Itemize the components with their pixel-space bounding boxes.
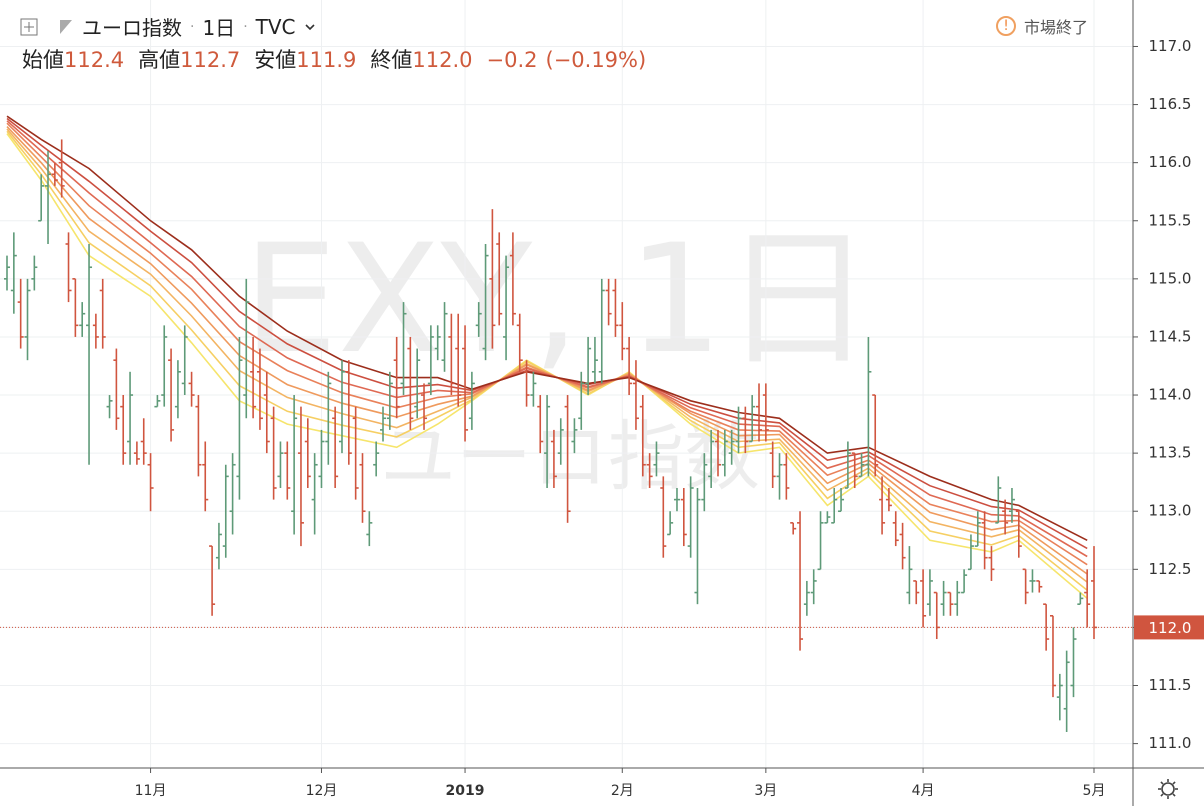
x-tick-label: 11月 bbox=[135, 783, 167, 799]
watermark-sub: ユーロ指数 bbox=[380, 412, 760, 501]
y-tick-label: 111.0 bbox=[1149, 734, 1192, 752]
market-status: ! 市場終了 bbox=[996, 14, 1088, 38]
legend-label: 始値 bbox=[22, 48, 64, 72]
y-tick-label: 116.0 bbox=[1149, 153, 1192, 171]
gear-ring bbox=[1161, 782, 1175, 796]
y-tick-label: 111.5 bbox=[1149, 676, 1192, 694]
flag-icon bbox=[60, 19, 72, 34]
legend-value: 112.7 bbox=[180, 48, 241, 72]
legend-value: 111.9 bbox=[296, 48, 357, 72]
x-tick-label: 2019 bbox=[446, 783, 485, 799]
symbol: ユーロ指数 bbox=[82, 16, 182, 40]
y-tick-label: 115.0 bbox=[1149, 269, 1192, 287]
legend-label: 終値 bbox=[370, 48, 413, 72]
y-tick-label: 113.0 bbox=[1149, 502, 1192, 520]
legend-label: 高値 bbox=[138, 48, 181, 72]
y-tick-label: 116.5 bbox=[1149, 95, 1192, 113]
x-tick-label: 3月 bbox=[754, 783, 777, 799]
gear-tooth bbox=[1172, 781, 1176, 785]
y-tick-label: 114.5 bbox=[1149, 327, 1192, 345]
warning-icon[interactable]: ! bbox=[996, 16, 1016, 36]
ohlc-legend: 始値112.4 高値112.7 安値111.9 終値112.0 −0.2 (−0.19%) bbox=[22, 44, 660, 74]
x-tick-label: 12月 bbox=[306, 783, 338, 799]
gear-tooth bbox=[1160, 781, 1164, 785]
gear-tooth bbox=[1160, 793, 1164, 797]
interval[interactable]: 1日 bbox=[202, 16, 236, 40]
legend-label: 安値 bbox=[254, 48, 297, 72]
gear-tooth bbox=[1172, 793, 1176, 797]
settings-icon[interactable] bbox=[1158, 779, 1178, 799]
x-tick-label: 5月 bbox=[1083, 783, 1106, 799]
y-tick-label: 114.0 bbox=[1149, 386, 1192, 404]
watermark: EXY, 1日 bbox=[243, 213, 873, 387]
change-pct: (−0.19%) bbox=[545, 48, 647, 72]
y-tick-label: 112.5 bbox=[1149, 560, 1192, 578]
last-price-label: 112.0 bbox=[1149, 619, 1192, 637]
legend-value: 112.4 bbox=[64, 48, 125, 72]
source: TVC bbox=[255, 14, 296, 39]
y-tick-label: 113.5 bbox=[1149, 444, 1192, 462]
y-tick-label: 115.5 bbox=[1149, 211, 1192, 229]
legend-value: 112.0 bbox=[412, 48, 473, 72]
add-icon[interactable] bbox=[20, 18, 38, 36]
last-price-box bbox=[1134, 615, 1204, 640]
change: −0.2 bbox=[486, 48, 538, 72]
x-tick-label: 4月 bbox=[912, 783, 935, 799]
y-tick-label: 117.0 bbox=[1149, 37, 1192, 55]
symbol-row: ユーロ指数 · 1日 · TVC bbox=[20, 12, 316, 41]
status-text: 市場終了 bbox=[1024, 18, 1089, 37]
dropdown-icon[interactable] bbox=[304, 22, 316, 32]
x-tick-label: 2月 bbox=[611, 783, 634, 799]
